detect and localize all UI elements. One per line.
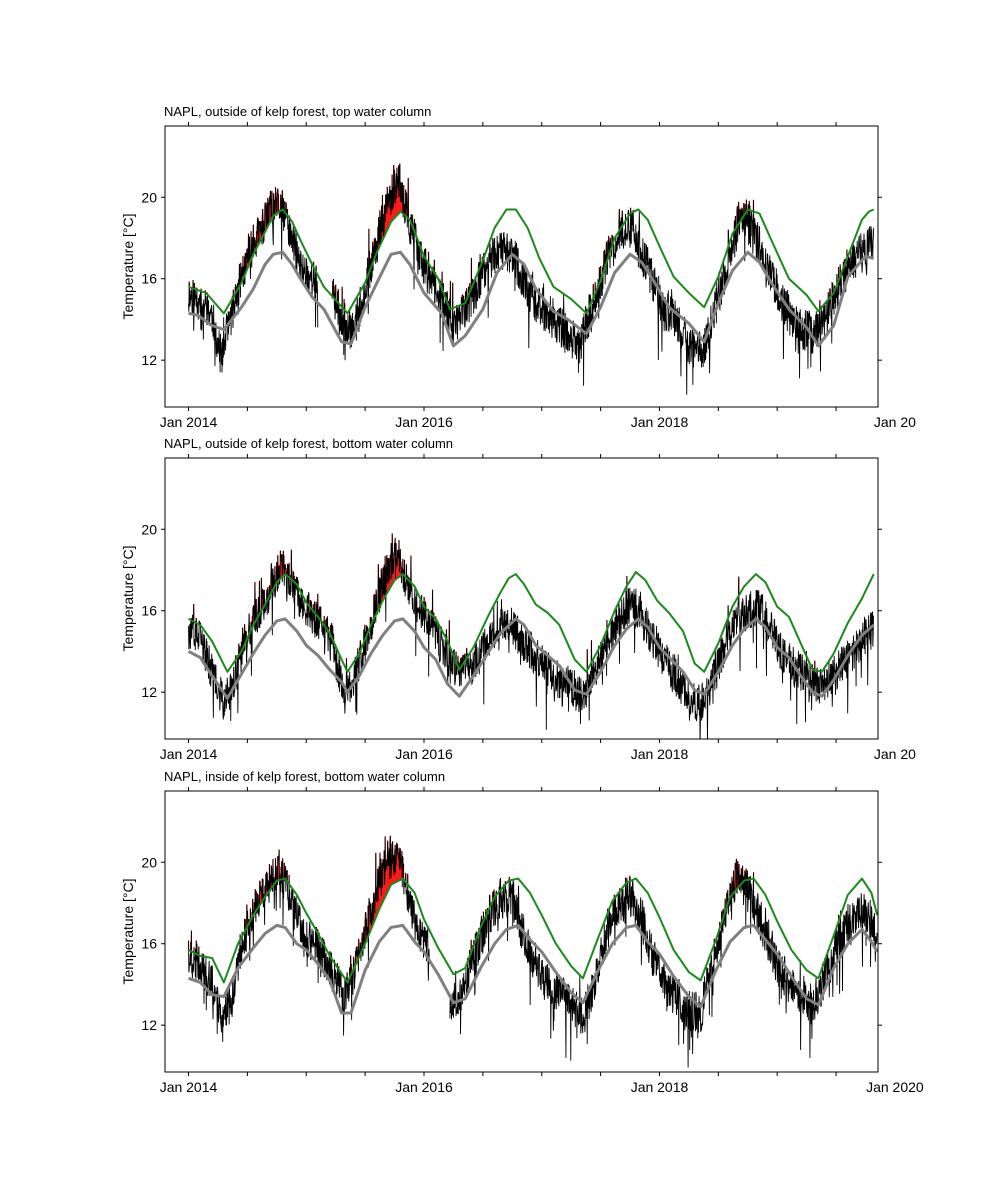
x-tick-label: Jan 2018 <box>631 746 689 762</box>
threshold-line <box>188 877 878 984</box>
panel-title: NAPL, outside of kelp forest, top water … <box>164 104 431 119</box>
observed-temperature-line <box>188 835 878 1068</box>
observed-temperature-line <box>188 163 875 395</box>
panel-frame <box>164 125 879 408</box>
y-tick-label: 12 <box>141 1017 157 1033</box>
x-tick-label: Jan 2016 <box>395 1079 453 1095</box>
x-tick-label: Jan 2014 <box>160 1079 218 1095</box>
panel-bottom-water-outside: NAPL, outside of kelp forest, bottom wat… <box>120 436 916 762</box>
x-tick-label: Jan 2018 <box>631 414 689 430</box>
y-axis-label: Temperature [°C] <box>120 546 136 652</box>
panel-title: NAPL, outside of kelp forest, bottom wat… <box>164 436 453 451</box>
panel-title: NAPL, inside of kelp forest, bottom wate… <box>164 769 445 784</box>
panel-top-water-outside: NAPL, outside of kelp forest, top water … <box>120 104 916 430</box>
y-tick-label: 16 <box>141 603 157 619</box>
panel-frame <box>164 790 879 1073</box>
x-tick-label: Jan 20 <box>874 414 916 430</box>
climatology-line <box>187 617 875 700</box>
threshold-line <box>188 208 875 315</box>
y-axis-label: Temperature [°C] <box>120 879 136 985</box>
y-tick-label: 12 <box>141 684 157 700</box>
climatology-line <box>188 250 875 348</box>
x-tick-label: Jan 2016 <box>395 746 453 762</box>
climatology-line <box>188 923 878 1015</box>
x-tick-label: Jan 2014 <box>160 746 218 762</box>
y-axis-label: Temperature [°C] <box>120 214 136 320</box>
x-tick-label: Jan 2016 <box>395 414 453 430</box>
panel-frame <box>164 457 879 740</box>
y-tick-label: 20 <box>141 521 157 537</box>
x-tick-label: Jan 2018 <box>631 1079 689 1095</box>
x-tick-label: Jan 2014 <box>160 414 218 430</box>
y-tick-label: 16 <box>141 271 157 287</box>
observed-temperature-line <box>188 533 874 739</box>
y-tick-label: 12 <box>141 352 157 368</box>
plot-area <box>187 835 878 1068</box>
plot-area <box>188 163 875 395</box>
plot-area <box>187 533 875 739</box>
threshold-line <box>188 571 875 673</box>
x-tick-label: Jan 2020 <box>866 1079 924 1095</box>
y-tick-label: 16 <box>141 936 157 952</box>
panel-bottom-water-inside: NAPL, inside of kelp forest, bottom wate… <box>120 769 924 1095</box>
y-tick-label: 20 <box>141 189 157 205</box>
y-tick-label: 20 <box>141 854 157 870</box>
x-tick-label: Jan 20 <box>874 746 916 762</box>
